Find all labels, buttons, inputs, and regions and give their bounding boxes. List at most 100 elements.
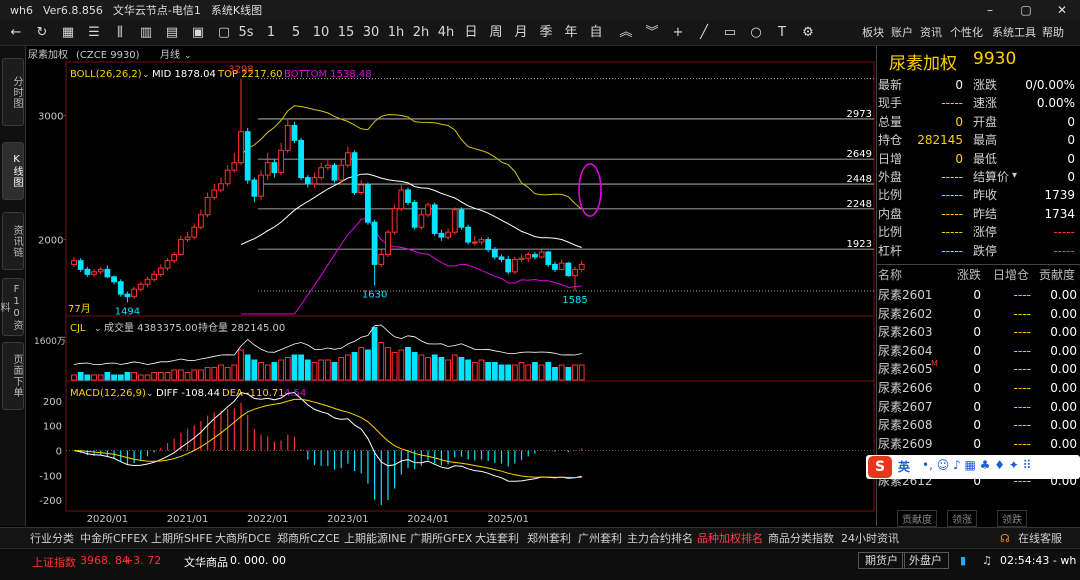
market-tab[interactable]: 郑州套利 (527, 532, 571, 545)
candle[interactable] (238, 131, 244, 164)
candle[interactable] (365, 184, 371, 223)
candle[interactable] (117, 281, 124, 295)
market-tab[interactable]: 广州套利 (578, 532, 622, 545)
close-button[interactable]: ✕ (1056, 3, 1068, 17)
candle[interactable] (137, 283, 144, 290)
period-button[interactable]: 1h (387, 25, 405, 40)
candle[interactable] (164, 260, 171, 269)
menu-item[interactable]: 板块 (862, 26, 884, 39)
grid-icon[interactable]: ▦ (61, 25, 75, 40)
sidebar-tab[interactable]: F10资料 (0, 278, 24, 336)
market-tab[interactable]: 大连套利 (475, 532, 519, 545)
candle[interactable] (485, 239, 492, 251)
candle[interactable] (258, 174, 264, 197)
list-header[interactable]: 贡献度 (1039, 268, 1076, 282)
candle[interactable] (231, 162, 238, 171)
market-tab[interactable]: 上期能源INE (344, 532, 407, 545)
kline-chart[interactable]: 尿素加权 (CZCE 9930) 月线 BOLL(26,26,2) MID 1878.0… (26, 46, 875, 526)
candle[interactable] (578, 263, 585, 270)
candle[interactable] (271, 162, 278, 174)
contract-row[interactable]: 尿素2605 M 0 ---- 0.00 (877, 359, 1080, 378)
candle[interactable] (525, 253, 532, 259)
market-tab[interactable]: 中金所CFFEX (80, 532, 148, 545)
list-header[interactable]: 名称 (878, 268, 903, 282)
list-icon[interactable]: ☰ (88, 25, 100, 40)
candle[interactable] (418, 214, 425, 228)
contract-row[interactable]: 尿素2607 0 ---- 0.00 (877, 398, 1080, 416)
minimize-button[interactable]: – (987, 3, 993, 17)
cross-icon[interactable]: + (672, 25, 684, 40)
market-tab[interactable]: 主力合约排名 (627, 532, 693, 545)
period-button[interactable]: 日 (464, 25, 478, 40)
period-button[interactable]: 10 (312, 25, 330, 40)
candle[interactable] (151, 273, 158, 280)
bar-icon[interactable]: ▥ (139, 25, 153, 40)
candle[interactable] (358, 184, 365, 193)
market-tab[interactable]: 广期所GFEX (410, 532, 473, 545)
quote-tab[interactable]: 贡献度 (897, 510, 937, 527)
ime-toolbar[interactable]: S 英 •, ☺ ♪ ▦ ♣ ♦ ✦ ⠿ (866, 455, 1080, 479)
candle[interactable] (451, 209, 458, 233)
candle[interactable] (304, 177, 311, 185)
cjl-dropdown-icon[interactable]: ⌄ (94, 324, 102, 334)
candle[interactable] (465, 226, 472, 243)
candle[interactable] (198, 214, 204, 228)
candle[interactable] (545, 251, 552, 265)
contract-row[interactable]: 尿素2609 0 ---- 0.00 (877, 435, 1080, 453)
candle[interactable] (218, 183, 224, 191)
candle[interactable] (124, 293, 131, 298)
candle[interactable] (558, 262, 565, 270)
candle[interactable] (84, 268, 91, 275)
text-tool-icon[interactable]: T (778, 25, 786, 40)
sidebar-tab[interactable]: K线图 (2, 142, 24, 200)
candle[interactable] (338, 164, 345, 181)
candle[interactable] (385, 231, 391, 255)
candle[interactable] (184, 236, 191, 241)
list-header[interactable]: 日增仓 (993, 268, 1030, 282)
menu-item[interactable]: 账户 (891, 26, 913, 39)
candle[interactable] (505, 258, 512, 273)
contract-row[interactable]: 尿素2603 0 ---- 0.00 (877, 323, 1080, 341)
foreign-account-button[interactable]: 外盘户 (902, 552, 949, 569)
period-button[interactable]: 季 (539, 25, 553, 40)
candle[interactable] (538, 251, 545, 258)
candle[interactable] (291, 125, 298, 141)
settings-icon[interactable]: ⚙ (802, 25, 814, 40)
candle[interactable] (572, 268, 578, 277)
sidebar-tab[interactable]: 页面下单 (2, 342, 24, 410)
market-tab[interactable]: 大商所DCE (215, 532, 272, 545)
menu-item[interactable]: 个性化 (950, 26, 983, 39)
period-button[interactable]: 月 (514, 25, 528, 40)
candle[interactable] (211, 189, 218, 198)
candle[interactable] (191, 226, 198, 238)
layout-icon[interactable]: ▣ (191, 25, 205, 40)
contract-row[interactable]: 尿素2601 0 ---- 0.00 (877, 286, 1080, 304)
quote-tab[interactable]: 领跌 (997, 510, 1027, 527)
candle[interactable] (318, 167, 325, 179)
candle[interactable] (331, 164, 338, 181)
candle[interactable] (351, 152, 358, 193)
candle[interactable] (552, 263, 558, 270)
boll-dropdown-icon[interactable]: ⌄ (142, 70, 150, 80)
candle[interactable] (311, 177, 318, 185)
candle[interactable] (471, 241, 478, 244)
candle[interactable] (264, 162, 271, 176)
candle[interactable] (171, 253, 178, 262)
candle[interactable] (438, 232, 445, 238)
candle[interactable] (398, 189, 405, 210)
chart-icon[interactable]: ▤ (165, 25, 179, 40)
rectangle-tool-icon[interactable]: ▭ (723, 25, 737, 40)
candle[interactable] (77, 260, 84, 270)
market-tab[interactable]: 郑商所CZCE (277, 532, 340, 545)
candle[interactable] (478, 239, 485, 243)
market-tab[interactable]: 商品分类指数 (768, 532, 834, 545)
candle[interactable] (324, 164, 331, 169)
period-button[interactable]: 4h (437, 25, 455, 40)
chart-area[interactable]: 尿素加权 (CZCE 9930) 月线 BOLL(26,26,2) MID 1878.0… (26, 46, 875, 526)
down-chevron-icon[interactable]: ︾ (645, 25, 659, 40)
dropdown-arrow-icon[interactable]: ▾ (1012, 170, 1018, 181)
headset-icon[interactable]: ☊ (1000, 532, 1010, 545)
candle[interactable] (532, 253, 538, 258)
candle[interactable] (458, 209, 465, 228)
candle[interactable] (511, 258, 518, 273)
